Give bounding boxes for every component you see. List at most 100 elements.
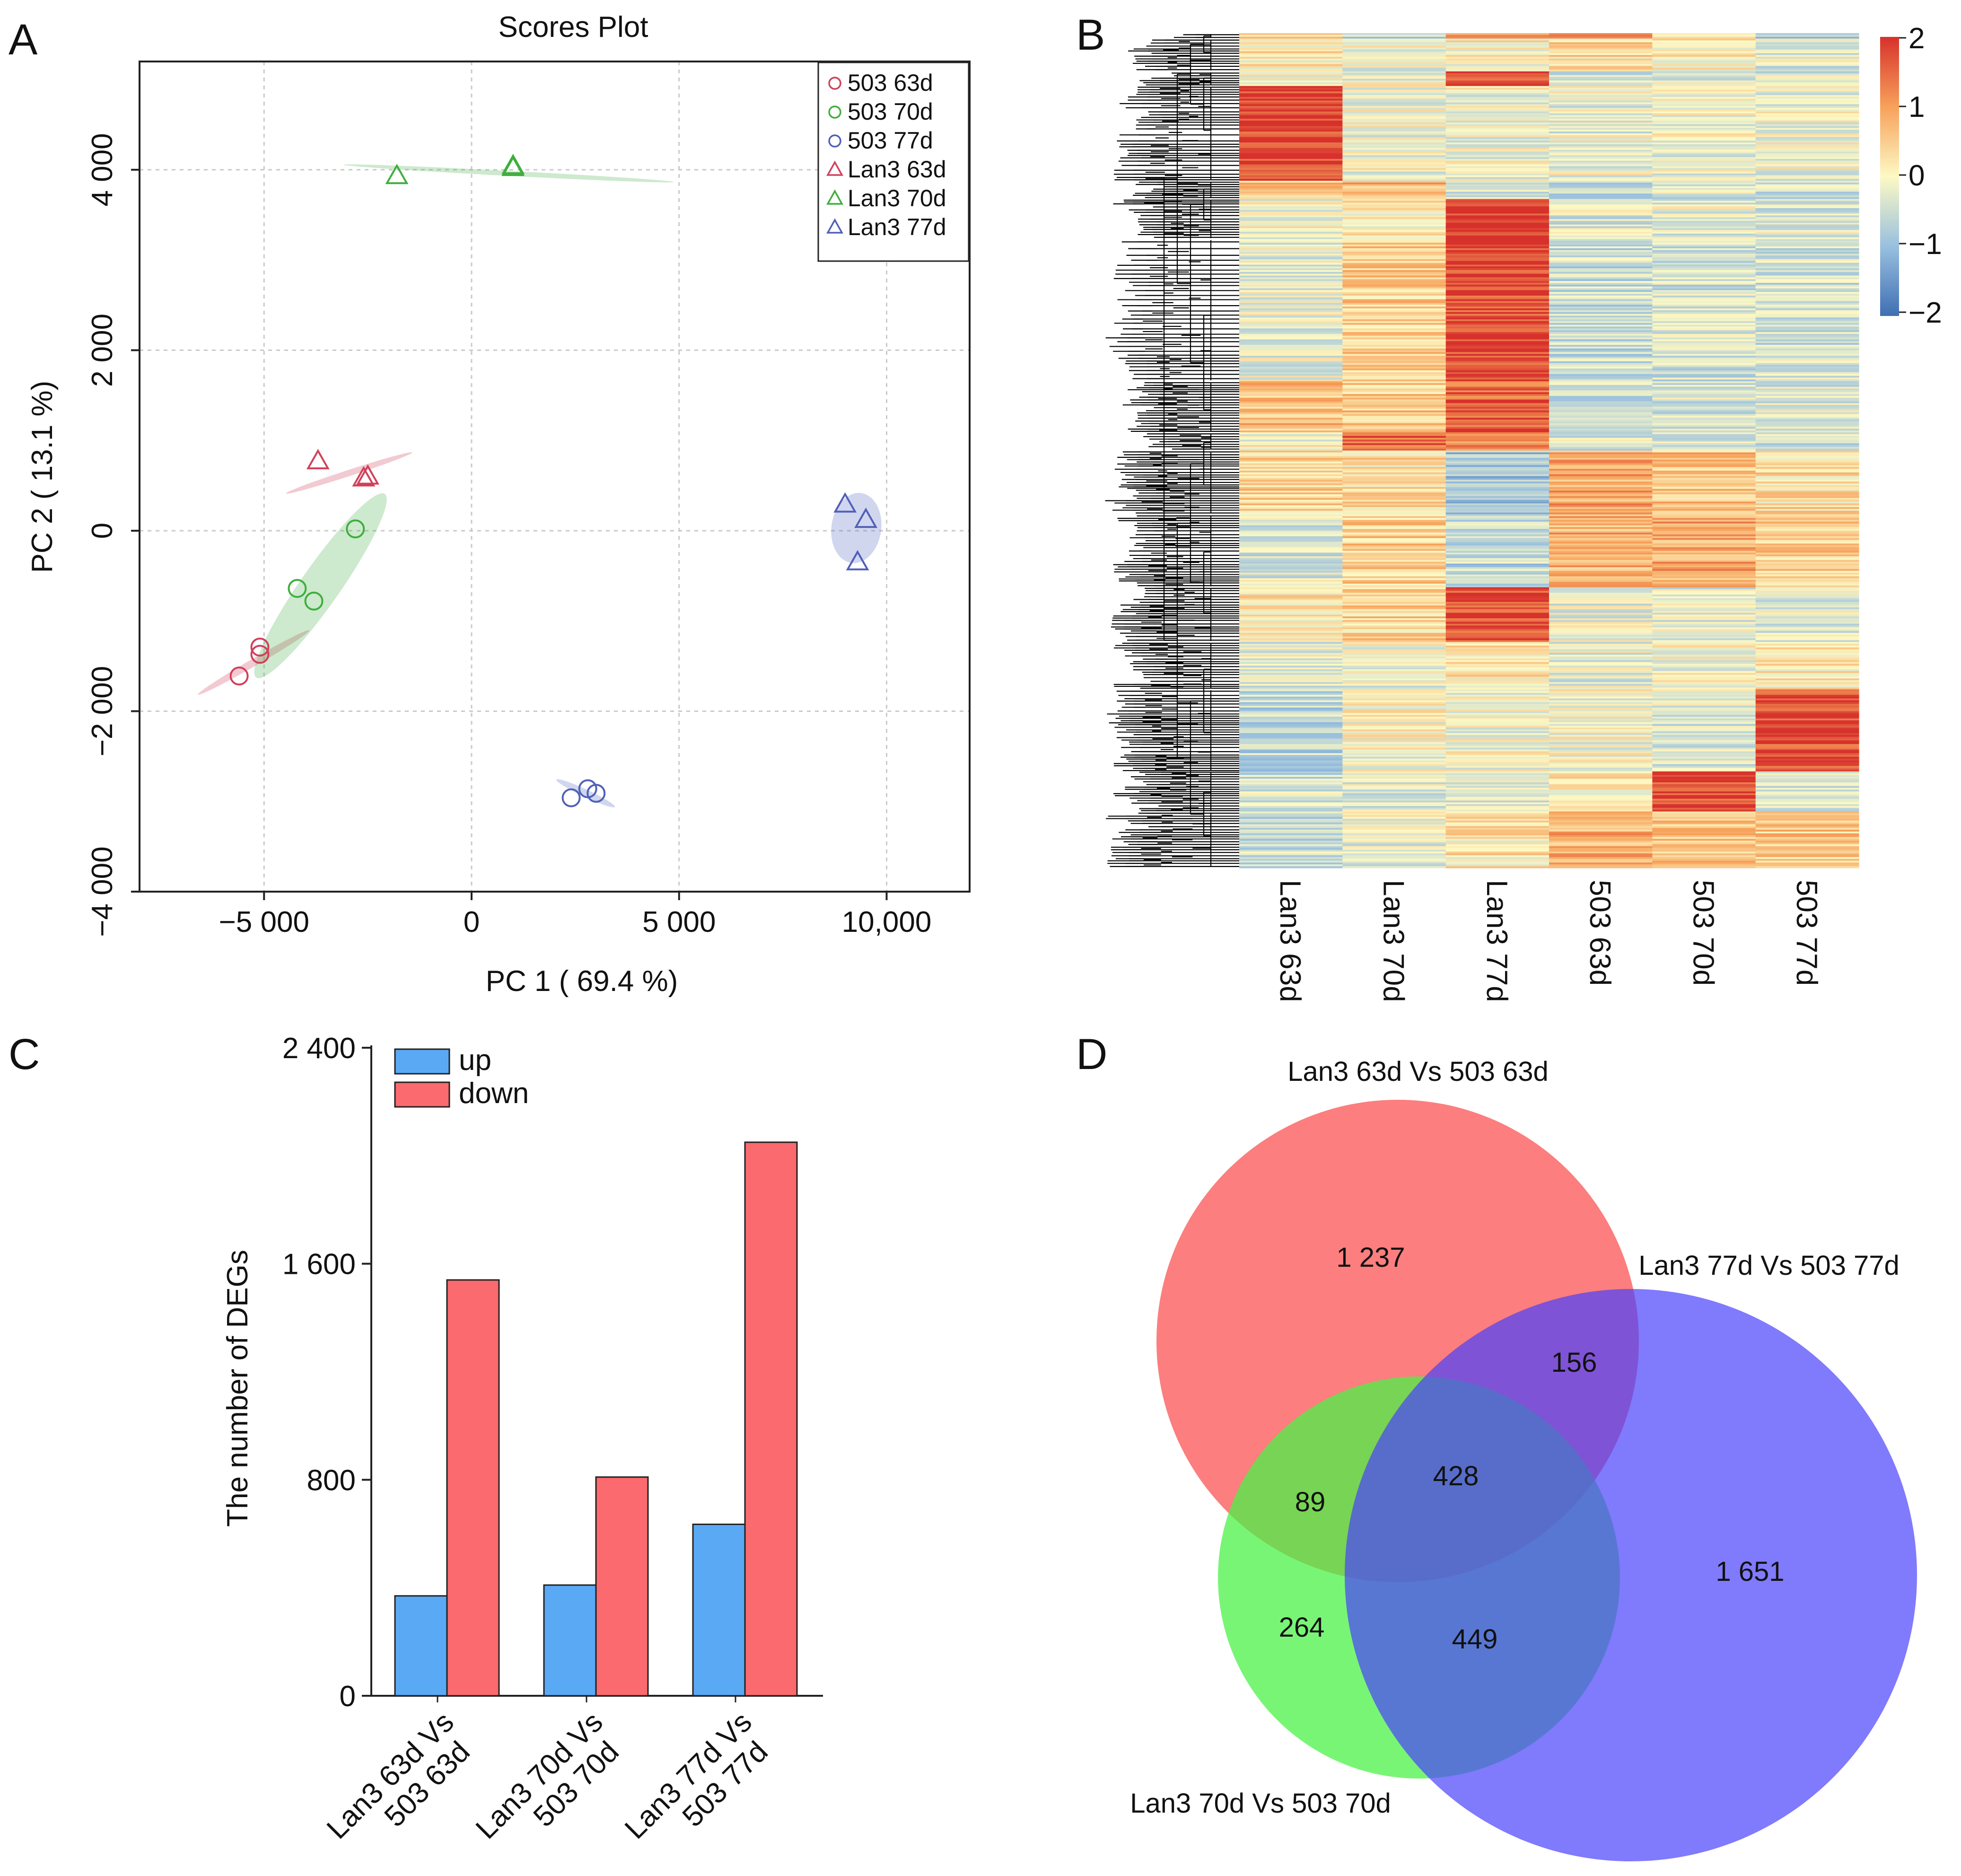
heatmap-cell	[1342, 245, 1446, 247]
heatmap-cell	[1755, 485, 1859, 488]
heatmap-cell	[1239, 560, 1343, 562]
heatmap-cell	[1755, 377, 1859, 380]
heatmap-cell	[1342, 722, 1446, 725]
heatmap-cell	[1342, 195, 1446, 198]
heatmap-cell	[1755, 252, 1859, 254]
heatmap-cell	[1342, 516, 1446, 518]
heatmap-cell	[1342, 857, 1446, 859]
heatmap-cell	[1652, 545, 1756, 548]
heatmap-cell	[1755, 507, 1859, 509]
heatmap-cell	[1445, 521, 1550, 524]
heatmap-cell	[1239, 660, 1343, 663]
heatmap-cell	[1239, 259, 1343, 262]
heatmap-cell	[1445, 671, 1550, 674]
heatmap-cell	[1652, 718, 1756, 721]
heatmap-cell	[1652, 264, 1756, 267]
heatmap-cell	[1652, 228, 1756, 230]
heatmap-cell	[1342, 696, 1446, 699]
heatmap-cell	[1445, 399, 1550, 402]
heatmap-cell	[1445, 368, 1550, 371]
heatmap-cell	[1342, 795, 1446, 798]
heatmap-cell	[1549, 866, 1653, 868]
heatmap-cell	[1549, 576, 1653, 579]
heatmap-cell	[1445, 811, 1550, 814]
heatmap-cell	[1652, 195, 1756, 198]
heatmap-cell	[1652, 301, 1756, 303]
heatmap-cell	[1342, 166, 1446, 168]
heatmap-cell	[1549, 219, 1653, 221]
heatmap-cell	[1652, 299, 1756, 302]
heatmap-cell	[1239, 45, 1343, 48]
heatmap-cell	[1445, 47, 1550, 50]
heatmap-cell	[1755, 556, 1859, 559]
heatmap-cell	[1549, 68, 1653, 70]
heatmap-cell	[1755, 762, 1859, 764]
heatmap-cell	[1342, 51, 1446, 53]
heatmap-cell	[1239, 864, 1343, 867]
heatmap-cell	[1755, 162, 1859, 165]
heatmap-cell	[1239, 395, 1343, 398]
heatmap-cell	[1755, 859, 1859, 861]
heatmap-cell	[1239, 820, 1343, 823]
heatmap-cell	[1239, 629, 1343, 631]
heatmap-cell	[1549, 316, 1653, 318]
heatmap-cell	[1652, 857, 1756, 859]
heatmap-cell	[1445, 363, 1550, 365]
heatmap-cell	[1652, 860, 1756, 863]
heatmap-cell	[1755, 149, 1859, 152]
heatmap-cell	[1342, 232, 1446, 234]
heatmap-cell	[1549, 157, 1653, 159]
heatmap-cell	[1652, 662, 1756, 664]
heatmap-cell	[1445, 589, 1550, 591]
heatmap-cell	[1652, 330, 1756, 333]
heatmap-cell	[1549, 430, 1653, 433]
heatmap-cell	[1755, 232, 1859, 234]
heatmap-cell	[1239, 254, 1343, 256]
heatmap-cell	[1239, 339, 1343, 342]
heatmap-cell	[1755, 864, 1859, 867]
heatmap-cell	[1755, 525, 1859, 527]
heatmap-cell	[1239, 841, 1343, 843]
heatmap-cell	[1755, 102, 1859, 105]
heatmap-cell	[1652, 279, 1756, 281]
heatmap-cell	[1445, 625, 1550, 628]
heatmap-cell	[1445, 804, 1550, 807]
heatmap-cell	[1239, 552, 1343, 555]
heatmap-cell	[1342, 350, 1446, 352]
heatmap-cell	[1445, 439, 1550, 442]
bar-y-tick-label: 2 400	[282, 1032, 356, 1065]
heatmap-cell	[1342, 800, 1446, 803]
heatmap-cell	[1342, 747, 1446, 750]
heatmap-cell	[1239, 128, 1343, 130]
heatmap-cell	[1445, 392, 1550, 394]
heatmap-cell	[1342, 469, 1446, 471]
heatmap-cell	[1342, 649, 1446, 652]
heatmap-cell	[1239, 279, 1343, 281]
heatmap-cell	[1755, 115, 1859, 117]
heatmap-cell	[1549, 111, 1653, 114]
heatmap-cell	[1239, 662, 1343, 664]
heatmap-cell	[1342, 263, 1446, 265]
heatmap-cell	[1239, 685, 1343, 688]
heatmap-cell	[1549, 800, 1653, 803]
heatmap-cell	[1549, 485, 1653, 488]
heatmap-cell	[1652, 758, 1756, 761]
heatmap-cell	[1239, 222, 1343, 225]
heatmap-cell	[1342, 532, 1446, 535]
heatmap-cell	[1549, 202, 1653, 205]
heatmap-cell	[1652, 463, 1756, 465]
heatmap-cell	[1342, 264, 1446, 267]
heatmap-cell	[1445, 749, 1550, 752]
pca-y-tick-label: 2 000	[86, 314, 119, 387]
heatmap-cell	[1445, 295, 1550, 298]
heatmap-cell	[1755, 492, 1859, 495]
heatmap-cell	[1652, 158, 1756, 161]
heatmap-cell	[1239, 480, 1343, 482]
heatmap-cell	[1549, 151, 1653, 154]
heatmap-cell	[1445, 802, 1550, 805]
heatmap-cell	[1445, 93, 1550, 96]
heatmap-cell	[1239, 181, 1343, 183]
heatmap-cell	[1652, 131, 1756, 134]
heatmap-cell	[1342, 508, 1446, 511]
heatmap-cell	[1549, 498, 1653, 500]
